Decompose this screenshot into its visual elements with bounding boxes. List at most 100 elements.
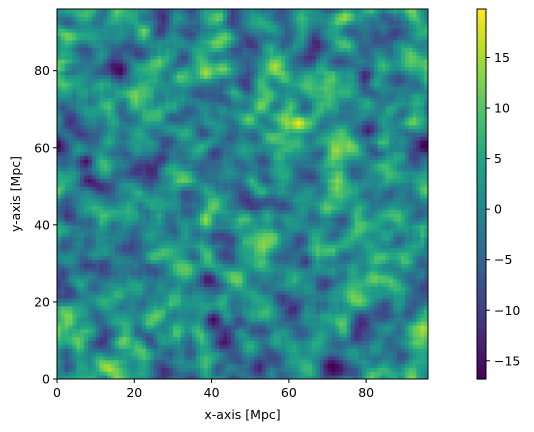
heatmap-cell [176,328,182,334]
heatmap-cell [199,251,205,257]
heatmap-cell [424,278,429,284]
heatmap-cell [377,224,383,230]
heatmap-cell [184,340,189,345]
heatmap-cell [246,274,251,280]
heatmap-cell [72,355,77,361]
heatmap-cell [254,274,259,280]
heatmap-cell [57,359,62,365]
heatmap-cell [377,255,383,261]
heatmap-cell [346,352,352,357]
heatmap-cell [87,301,93,307]
heatmap-cell [161,298,166,303]
heatmap-cell [358,217,363,222]
heatmap-cell [122,301,128,307]
heatmap-cell [269,271,274,276]
heatmap-cell [142,220,147,226]
heatmap-cell [416,305,421,311]
heatmap-cell [103,340,108,345]
heatmap-cell [400,298,406,303]
heatmap-cell [277,209,282,214]
heatmap-cell [246,290,251,295]
heatmap-cell [389,363,394,368]
heatmap-cell [64,194,70,199]
heatmap-cell [142,194,147,199]
heatmap-cell [57,344,62,349]
heatmap-cell [370,232,375,237]
heatmap-cell [215,259,220,264]
heatmap-cell [342,263,348,268]
heatmap-cell [312,340,317,345]
heatmap-cell [273,301,278,307]
heatmap-cell [323,224,329,230]
heatmap-cell [257,228,263,234]
heatmap-cell [64,174,70,180]
heatmap-cell [107,328,112,334]
heatmap-cell [157,321,162,326]
heatmap-cell [192,294,197,299]
heatmap-cell [389,359,394,365]
heatmap-cell [234,197,240,203]
heatmap-cell [122,244,128,249]
heatmap-cell [257,290,263,295]
heatmap-cell [269,321,274,326]
heatmap-cell [138,186,143,191]
heatmap-cell [285,197,290,203]
heatmap-cell [91,274,97,280]
heatmap-cell [95,294,101,299]
heatmap-cell [80,186,85,191]
heatmap-cell [227,325,232,330]
heatmap-cell [238,309,243,314]
heatmap-cell [273,355,278,361]
heatmap-cell [138,182,143,187]
heatmap-cell [393,290,398,295]
heatmap-cell [223,355,228,361]
heatmap-cell [130,375,135,380]
heatmap-cell [408,194,414,199]
heatmap-cell [80,236,85,241]
heatmap-cell [335,205,340,210]
heatmap-cell [211,363,216,368]
heatmap-cell [180,271,186,276]
heatmap-cell [342,247,348,253]
heatmap-cell [242,359,247,365]
heatmap-cell [234,321,240,326]
heatmap-cell [273,247,278,253]
heatmap-cell [335,286,340,291]
heatmap-cell [416,363,421,368]
heatmap-cell [103,224,108,230]
heatmap-cell [327,313,332,318]
heatmap-cell [219,186,224,191]
heatmap-cell [242,182,247,187]
heatmap-cell [362,363,367,368]
heatmap-cell [412,255,417,261]
heatmap-cell [285,282,290,287]
heatmap-cell [192,348,197,353]
heatmap-cell [385,228,390,234]
heatmap-cell [385,224,390,230]
heatmap-cell [130,278,135,284]
heatmap-cell [420,209,425,214]
heatmap-cell [416,194,421,199]
heatmap-cell [393,263,398,268]
heatmap-cell [350,236,356,241]
heatmap-cell [261,298,267,303]
heatmap-cell [184,194,189,199]
heatmap-cell [114,282,120,287]
heatmap-cell [393,348,398,353]
heatmap-cell [207,209,213,214]
heatmap-cell [211,278,216,284]
heatmap-cell [91,363,97,368]
heatmap-cell [281,247,286,253]
heatmap-cell [161,186,166,191]
heatmap-cell [373,190,379,195]
heatmap-cell [130,228,135,234]
heatmap-cell [257,328,263,334]
heatmap-cell [114,217,120,222]
heatmap-cell [381,205,386,210]
heatmap-cell [300,274,305,280]
heatmap-cell [76,247,81,253]
heatmap-cell [111,352,116,357]
heatmap-cell [416,290,421,295]
heatmap-cell [142,317,147,322]
heatmap-cell [261,240,267,245]
